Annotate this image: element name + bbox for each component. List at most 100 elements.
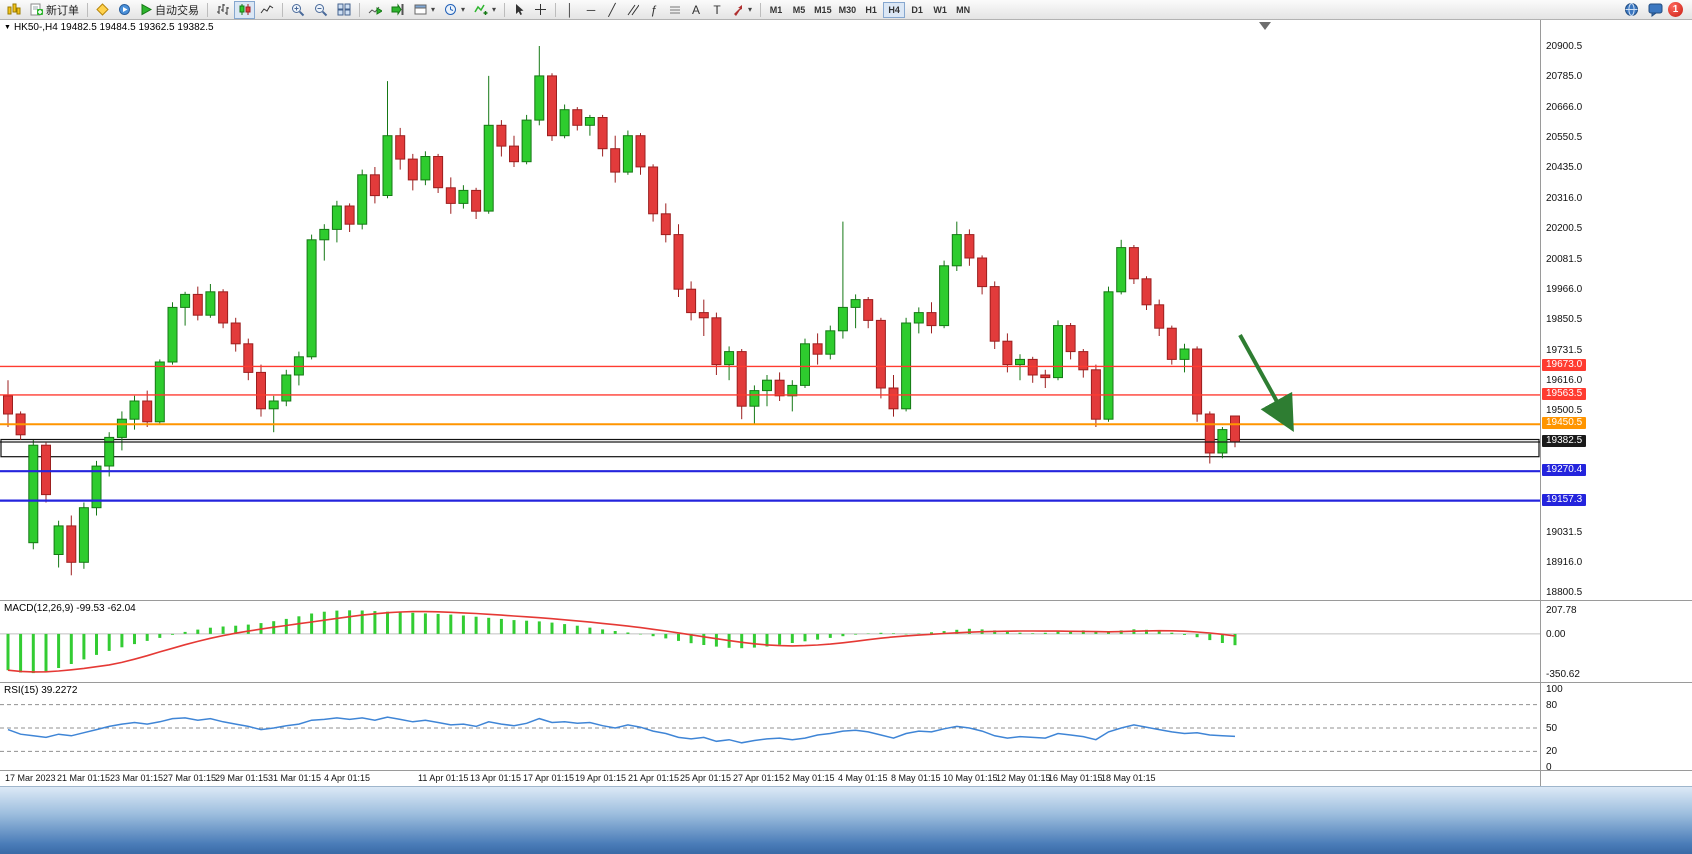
chart-symbol-label: ▼ HK50-,H4 19482.5 19484.5 19362.5 19382… (4, 22, 214, 33)
candle (192, 293, 203, 316)
time-axis[interactable]: 17 Mar 2023 21 Mar 01:15 23 Mar 01:15 27 Ma… (0, 770, 1540, 786)
indicators-dropdown-button[interactable]: ▾ (470, 1, 500, 19)
rsi-axis: 100 80 50 20 0 (1541, 682, 1692, 773)
candle (1179, 348, 1190, 360)
timeframe-button-m30[interactable]: M30 (836, 2, 860, 18)
time-axis-label: 29 Mar 01:15 (215, 773, 269, 783)
metaeditor-button[interactable] (92, 1, 113, 19)
timeframe-button-m5[interactable]: M5 (788, 2, 810, 18)
price-axis-label: 20785.0 (1546, 71, 1583, 83)
tile-windows-button[interactable] (333, 1, 355, 19)
time-axis-label: 11 Apr 01:15 (418, 773, 469, 783)
chart-shift-button[interactable] (387, 1, 409, 19)
price-line-label: 19673.0 (1542, 359, 1587, 372)
strategy-tester-button[interactable] (114, 1, 135, 19)
candle (597, 117, 608, 150)
price-axis-label: 20666.0 (1546, 102, 1583, 114)
new-window-dropdown-button[interactable]: ▾ (410, 1, 439, 19)
autotrading-button[interactable]: 自动交易 (136, 1, 203, 19)
chart-shift-marker[interactable] (1259, 22, 1271, 30)
chat-button[interactable] (1644, 1, 1667, 19)
new-order-icon (30, 3, 43, 16)
rsi-chart[interactable] (0, 683, 1540, 769)
candle (331, 205, 342, 230)
timeframe-button-mn[interactable]: MN (952, 2, 974, 18)
time-axis-label: 10 May 01:15 (943, 773, 998, 783)
price-chart-pane[interactable]: ▼ HK50-,H4 19482.5 19484.5 19362.5 19382… (0, 20, 1540, 600)
price-line-label: 19450.5 (1542, 417, 1587, 430)
macd-signal-line (7, 610, 1236, 673)
crosshair-button[interactable] (530, 1, 551, 19)
candle (256, 371, 266, 410)
clock-icon (445, 4, 457, 15)
candle (395, 135, 406, 160)
price-line-label: 19157.3 (1542, 493, 1587, 506)
channel-button[interactable] (623, 1, 643, 19)
rsi-label: RSI(15) 39.2272 (4, 685, 78, 696)
arrow-tools-button[interactable]: ▾ (728, 1, 756, 19)
candle (1217, 429, 1228, 454)
line-chart-button[interactable] (256, 1, 278, 19)
separator (504, 2, 506, 17)
new-chart-button[interactable] (3, 1, 25, 19)
macd-axis-label: 207.78 (1546, 605, 1577, 617)
price-line-label: 19270.4 (1542, 464, 1587, 477)
chevron-down-icon: ▾ (461, 5, 466, 14)
candle (711, 317, 722, 366)
zoom-in-button[interactable] (287, 1, 309, 19)
candle (875, 319, 886, 389)
macd-chart[interactable] (0, 601, 1540, 681)
candle (1078, 351, 1089, 371)
text-label-button[interactable]: T (707, 1, 727, 19)
fibonacci-icon: ƒ (650, 2, 658, 17)
macd-axis-label: 0.00 (1546, 628, 1566, 640)
macd-pane[interactable]: MACD(12,26,9) -99.53 -62.04 (0, 600, 1540, 682)
horizontal-line-button[interactable]: ─ (581, 1, 601, 19)
periods-dropdown-button[interactable]: ▾ (440, 1, 469, 19)
grid-lines-button[interactable] (665, 1, 685, 19)
candle (91, 465, 102, 509)
candle (812, 343, 823, 355)
cursor-button[interactable] (509, 1, 529, 19)
timeframe-button-m1[interactable]: M1 (765, 2, 787, 18)
candle (534, 75, 545, 121)
rsi-pane[interactable]: RSI(15) 39.2272 (0, 682, 1540, 770)
candle (66, 525, 77, 563)
notification-badge[interactable]: 1 (1668, 2, 1683, 17)
timeframe-button-h1[interactable]: H1 (860, 2, 882, 18)
rsi-axis-label: 0 (1546, 762, 1552, 773)
separator (359, 2, 360, 17)
candle (1230, 415, 1240, 443)
play-icon (141, 3, 152, 16)
candlestick-chart[interactable] (0, 20, 1540, 600)
timeframe-button-w1[interactable]: W1 (929, 2, 951, 18)
candle (800, 343, 810, 386)
rectangle-object[interactable] (0, 438, 1540, 458)
timeframe-button-d1[interactable]: D1 (906, 2, 928, 18)
bar-chart-button[interactable] (212, 1, 233, 19)
timeframe-button-h4[interactable]: H4 (883, 1, 906, 18)
trendline-button[interactable]: ╱ (602, 1, 622, 19)
text-button[interactable]: A (686, 1, 706, 19)
price-axis-label: 19031.5 (1546, 527, 1583, 539)
candle (559, 109, 570, 137)
arrow-object[interactable] (1238, 334, 1294, 432)
candlestick-chart-button[interactable] (234, 0, 255, 19)
price-axis-label: 20200.5 (1546, 223, 1583, 235)
price-axis[interactable]: 20900.5 20785.0 20666.0 20550.5 20435.0 20316… (1541, 20, 1692, 600)
time-axis-label: 19 Apr 01:15 (575, 773, 627, 783)
vertical-line-button[interactable]: │ (560, 1, 580, 19)
main-toolbar: 新订单 自动交易 (0, 0, 1692, 20)
zoom-out-button[interactable] (310, 1, 332, 19)
community-button[interactable] (1620, 1, 1643, 19)
new-order-button[interactable]: 新订单 (26, 1, 83, 19)
time-axis-label: 18 May 01:15 (1101, 773, 1156, 783)
time-axis-label: 4 May 01:15 (838, 773, 888, 783)
candle (509, 145, 519, 163)
time-axis-label: 4 Apr 01:15 (324, 773, 371, 783)
candle (319, 228, 330, 241)
candle (129, 400, 140, 420)
fibonacci-button[interactable]: ƒ (644, 1, 664, 19)
timeframe-button-m15[interactable]: M15 (811, 2, 835, 18)
auto-scroll-button[interactable] (364, 1, 386, 19)
